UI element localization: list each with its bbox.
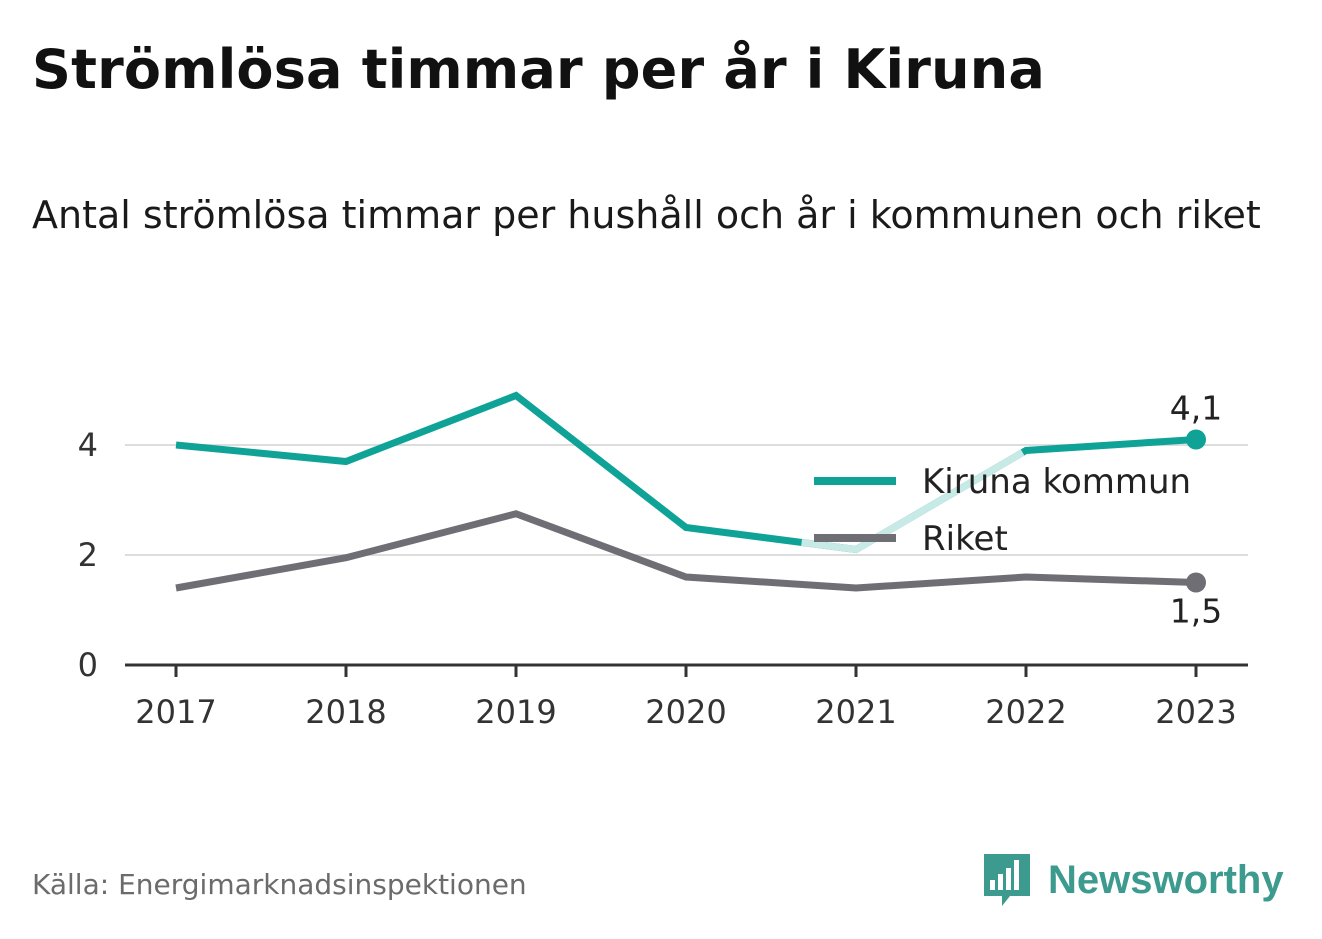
x-tick-label: 2023: [1155, 693, 1236, 731]
end-value-label: 1,5: [1170, 592, 1222, 631]
x-tick-label: 2022: [985, 693, 1066, 731]
legend-label: Riket: [922, 519, 1008, 559]
x-tick-label: 2019: [475, 693, 556, 731]
y-tick-label: 0: [78, 646, 98, 684]
series-line-kiruna: [175, 391, 1197, 554]
x-tick-label: 2018: [305, 693, 386, 731]
y-tick-label: 2: [78, 536, 98, 574]
source-note: Källa: Energimarknadsinspektionen: [32, 868, 527, 901]
brand-logo: Newsworthy: [980, 850, 1284, 910]
end-point-marker: [1186, 429, 1206, 450]
legend-label: Kiruna kommun: [922, 462, 1191, 502]
series-line-kiruna-faded: [801, 449, 1025, 554]
series-line-riket: [175, 510, 1197, 592]
x-tick-label: 2017: [135, 693, 216, 731]
bar-chart-speech-bubble-icon: [984, 854, 1030, 906]
line-chart: 0 2 4 2017 2018 2019 2020 2021 2022 2023 4,1 1,5 Kir…: [78, 389, 1248, 731]
chart-title: Strömlösa timmar per år i Kiruna: [32, 38, 1046, 101]
end-point-marker: [1186, 572, 1206, 593]
x-tick-label: 2020: [645, 693, 726, 731]
end-value-label: 4,1: [1170, 389, 1222, 428]
brand-name: Newsworthy: [1048, 857, 1284, 902]
x-tick-label: 2021: [815, 693, 896, 731]
chart-subtitle: Antal strömlösa timmar per hushåll och å…: [32, 193, 1261, 237]
y-tick-label: 4: [78, 426, 98, 464]
